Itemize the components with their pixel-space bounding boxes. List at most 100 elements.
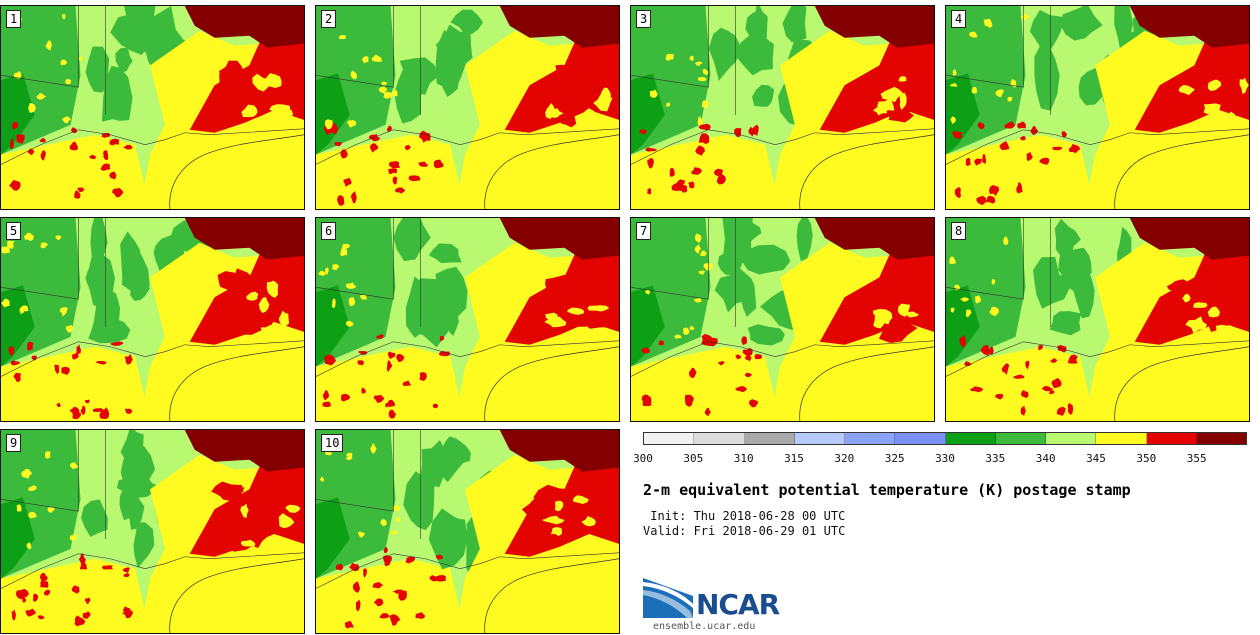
theta-e-map [1, 430, 304, 633]
gulf-region [1118, 340, 1249, 421]
red-speckle [82, 611, 91, 619]
red-speckle [10, 138, 14, 149]
red-speckle [373, 598, 384, 607]
yellow-speckle [992, 307, 998, 317]
yellow-speckle [370, 443, 377, 454]
red-speckle [74, 615, 86, 627]
yellow-patch [541, 515, 565, 525]
yellow-region-southwest [946, 346, 1096, 421]
yellow-speckle [950, 116, 957, 124]
red-speckle [415, 612, 426, 619]
red-speckle [124, 408, 133, 414]
state-boundary [946, 6, 1024, 88]
dark-red-region [1129, 218, 1249, 260]
coastline [484, 134, 619, 209]
red-patch [588, 58, 619, 77]
figure-title: 2-m equivalent potential temperature (K)… [643, 481, 1131, 499]
yellow-patch [252, 73, 271, 92]
red-speckle [334, 141, 343, 147]
state-boundary [316, 430, 394, 512]
yellow-patch [240, 503, 249, 519]
state-boundary [708, 128, 934, 145]
red-speckle [99, 407, 110, 420]
yellow-speckle [59, 307, 68, 317]
green-patch [1064, 247, 1092, 280]
red-patch [886, 270, 901, 291]
red-speckle [74, 190, 81, 199]
yellow-speckle [649, 89, 658, 98]
green-patch [435, 29, 466, 91]
yellow-speckle [21, 305, 29, 312]
red-speckle [122, 606, 131, 612]
red-speckle [959, 334, 966, 348]
yellow-speckle [698, 270, 706, 275]
colorbar-segment [1096, 433, 1147, 444]
red-speckle [691, 167, 702, 175]
green-patch [717, 252, 743, 276]
red-speckle [405, 556, 416, 564]
red-speckle [1067, 402, 1074, 416]
yellow-patch [899, 92, 907, 110]
colorbar-segment [945, 433, 996, 444]
logo-text: NCAR [696, 588, 780, 621]
yellow-speckle [36, 93, 47, 100]
red-speckle [744, 372, 753, 378]
member-panel: 9 [0, 429, 305, 634]
yellow-region-southwest [1, 558, 151, 633]
country-boundary [631, 129, 709, 165]
red-patch [1166, 279, 1192, 294]
yellow-patch [271, 108, 294, 121]
green-patch [88, 317, 131, 344]
green-patch [420, 440, 447, 488]
green-patch [438, 436, 470, 483]
yellow-patch [877, 98, 895, 112]
state-boundary [1, 430, 79, 512]
red-patch [577, 314, 614, 329]
red-speckle [392, 176, 398, 185]
red-speckle [976, 195, 987, 206]
red-speckle [1041, 385, 1054, 392]
yellow-patch [246, 291, 259, 301]
red-speckle [369, 143, 379, 153]
yellow-speckle [361, 56, 369, 64]
red-speckle [695, 145, 706, 156]
green-patch [428, 508, 468, 570]
yellow-patch [1203, 103, 1221, 115]
country-boundary [1, 553, 79, 589]
red-speckle [109, 171, 117, 180]
state-boundary [393, 552, 619, 569]
yellow-patch [581, 516, 596, 527]
yellow-speckle [665, 53, 674, 61]
red-speckle [9, 179, 21, 191]
green-patch [110, 6, 161, 56]
red-patch [545, 274, 580, 294]
yellow-patch [880, 86, 904, 103]
red-speckle [647, 157, 654, 169]
yellow-patch [1193, 302, 1208, 308]
yellow-speckle [69, 462, 79, 470]
theta-e-map [631, 6, 934, 209]
red-speckle [379, 613, 391, 619]
state-boundary [708, 340, 934, 357]
yellow-speckle [325, 451, 333, 456]
green-patch [393, 218, 431, 262]
red-speckle [1016, 182, 1023, 194]
yellow-patch [241, 104, 258, 118]
yellow-patch [1239, 77, 1249, 94]
red-speckle [341, 393, 351, 402]
red-speckle [368, 134, 381, 142]
member-panel: 3 [630, 5, 935, 210]
yellow-speckle [383, 91, 392, 99]
yellow-speckle [1007, 96, 1013, 102]
yellow-speckle [65, 324, 74, 333]
green-patch [708, 27, 742, 81]
red-speckle [71, 585, 80, 594]
member-number-label: 5 [6, 222, 22, 240]
red-patch [217, 271, 244, 292]
red-speckle [335, 563, 344, 571]
yellow-speckle [40, 242, 48, 249]
red-speckle [10, 360, 21, 366]
colorbar-tick-label: 320 [834, 452, 855, 465]
dark-red-region [499, 430, 619, 472]
red-speckle [677, 184, 686, 191]
